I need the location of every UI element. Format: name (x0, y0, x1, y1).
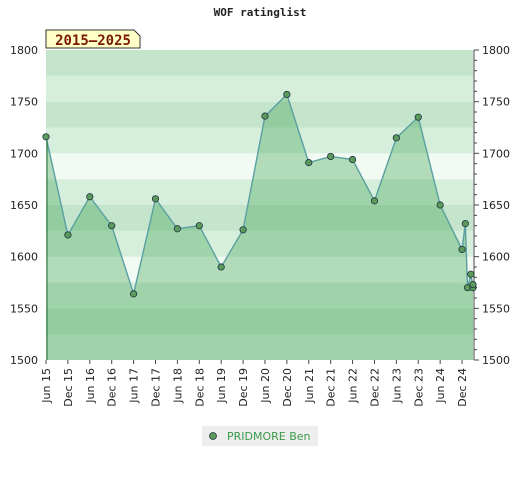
data-point[interactable] (239, 226, 247, 234)
background-band (46, 282, 473, 309)
legend-label: PRIDMORE Ben (227, 430, 311, 443)
background-band (46, 334, 473, 360)
data-point[interactable] (305, 159, 313, 167)
background-band (46, 101, 473, 128)
x-tick-label: Jun 21 (303, 368, 316, 404)
y-tick-label-left: 1600 (10, 251, 38, 264)
x-tick-label: Dec 24 (456, 368, 469, 407)
x-tick-label: Dec 15 (62, 368, 75, 407)
y-tick-label-left: 1550 (10, 302, 38, 315)
y-tick-label-right: 1500 (482, 354, 510, 367)
background-band (46, 205, 473, 231)
data-point[interactable] (151, 195, 160, 203)
x-tick-label: Dec 19 (237, 368, 250, 407)
range-label: 2015–2025 (55, 33, 131, 49)
x-tick-label: Dec 21 (325, 368, 338, 407)
data-point[interactable] (195, 222, 203, 230)
background-band (46, 179, 473, 205)
data-point[interactable] (42, 133, 50, 141)
data-point[interactable] (261, 112, 269, 120)
x-tick-label: Dec 22 (368, 368, 381, 407)
x-tick-label: Jun 19 (215, 368, 228, 404)
data-point[interactable] (348, 155, 357, 164)
y-tick-label-left: 1800 (10, 44, 38, 57)
x-tick-label: Jun 20 (259, 368, 272, 404)
y-tick-label-right: 1650 (482, 199, 510, 212)
background-band (46, 75, 473, 102)
x-tick-label: Dec 18 (193, 368, 206, 407)
y-tick-label-left: 1700 (10, 147, 38, 160)
background-band (46, 153, 473, 180)
data-point[interactable] (173, 225, 181, 233)
background-band (46, 308, 473, 335)
y-tick-label-left: 1650 (10, 199, 38, 212)
data-point[interactable] (108, 222, 116, 230)
y-axis-right: 1500 1550 1600 1650 1700 1750 1800 (473, 44, 510, 367)
x-tick-label: Jun 16 (84, 368, 97, 404)
y-tick-label-right: 1700 (482, 147, 510, 160)
legend-marker (209, 432, 217, 440)
series-area-fill (46, 94, 473, 360)
data-point[interactable] (414, 113, 422, 121)
x-tick-label: Jun 15 (40, 368, 53, 404)
data-point[interactable] (458, 245, 466, 254)
x-tick-label: Jun 17 (128, 368, 141, 404)
data-point[interactable] (327, 152, 335, 161)
y-axis-left: 1500 1550 1600 1650 1700 1750 1800 (10, 44, 38, 367)
data-point[interactable] (217, 263, 225, 271)
x-axis: Jun 15 Dec 15 Jun 16 Dec 16 Jun 17 Dec 17 Jun … (40, 360, 469, 407)
x-tick-label: Jun 18 (171, 368, 184, 404)
y-tick-label-right: 1800 (482, 44, 510, 57)
y-tick-label-right: 1750 (482, 96, 510, 109)
data-point[interactable] (469, 280, 477, 289)
data-point[interactable] (392, 134, 400, 142)
x-tick-label: Jun 24 (434, 368, 447, 404)
data-point[interactable] (467, 270, 475, 278)
legend[interactable]: PRIDMORE Ben (202, 426, 318, 446)
x-tick-label: Jun 23 (390, 368, 403, 404)
series-points (42, 90, 477, 298)
x-tick-label: Dec 23 (412, 368, 425, 407)
data-point[interactable] (283, 90, 291, 99)
y-tick-label-left: 1500 (10, 354, 38, 367)
x-tick-label: Dec 17 (149, 368, 162, 407)
data-point[interactable] (436, 201, 444, 209)
data-point[interactable] (86, 193, 94, 201)
background-band (46, 256, 473, 283)
x-tick-label: Dec 20 (281, 368, 294, 407)
background-band (46, 50, 473, 76)
y-tick-label-right: 1550 (482, 302, 510, 315)
y-tick-label-right: 1600 (482, 251, 510, 264)
data-point[interactable] (461, 220, 469, 228)
y-tick-label-left: 1750 (10, 96, 38, 109)
data-point[interactable] (129, 290, 138, 298)
legend-box (202, 426, 318, 446)
x-tick-label: Dec 16 (106, 368, 119, 407)
data-point[interactable] (64, 231, 72, 239)
data-point[interactable] (370, 197, 379, 205)
x-tick-label: Jun 22 (347, 368, 360, 404)
range-badge: 2015–2025 (45, 29, 141, 49)
chart-title: WOF ratinglist (214, 6, 307, 19)
